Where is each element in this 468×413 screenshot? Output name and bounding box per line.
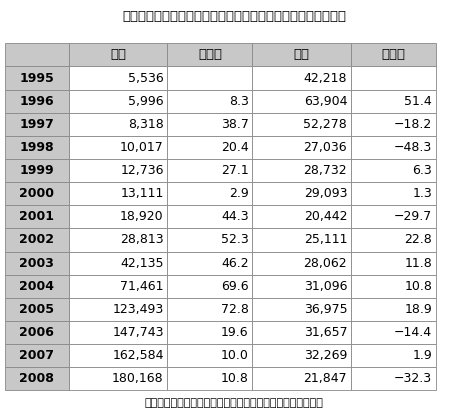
Text: 10.0: 10.0 (221, 349, 249, 362)
Text: 13,111: 13,111 (120, 187, 164, 200)
Text: 31,096: 31,096 (304, 280, 347, 293)
Text: 18.9: 18.9 (404, 303, 432, 316)
Text: 51.4: 51.4 (404, 95, 432, 108)
Text: 1995: 1995 (19, 71, 54, 85)
Text: 1998: 1998 (20, 141, 54, 154)
Text: 2006: 2006 (19, 326, 54, 339)
Text: 2003: 2003 (19, 256, 54, 270)
Text: 22.8: 22.8 (404, 233, 432, 247)
Text: 2004: 2004 (19, 280, 54, 293)
Text: 44.3: 44.3 (221, 210, 249, 223)
Text: 5,996: 5,996 (128, 95, 164, 108)
Text: 42,218: 42,218 (304, 71, 347, 85)
Text: 63,904: 63,904 (304, 95, 347, 108)
Text: 69.6: 69.6 (221, 280, 249, 293)
Text: 増加率: 増加率 (381, 48, 405, 62)
Text: 25,111: 25,111 (304, 233, 347, 247)
Text: 20,442: 20,442 (304, 210, 347, 223)
Text: 147,743: 147,743 (112, 326, 164, 339)
Text: 8,318: 8,318 (128, 118, 164, 131)
Text: 出典）韓国文化観光部『放送番組輸出入統計』などより作成: 出典）韓国文化観光部『放送番組輸出入統計』などより作成 (145, 398, 323, 408)
Text: 1996: 1996 (20, 95, 54, 108)
Text: 29,093: 29,093 (304, 187, 347, 200)
Text: 19.6: 19.6 (221, 326, 249, 339)
Text: 1.3: 1.3 (412, 187, 432, 200)
Text: −48.3: −48.3 (394, 141, 432, 154)
Text: −29.7: −29.7 (394, 210, 432, 223)
Text: 46.2: 46.2 (221, 256, 249, 270)
Text: −18.2: −18.2 (394, 118, 432, 131)
Text: 1.9: 1.9 (412, 349, 432, 362)
Text: 【表１】韓国における放送番組の輸出入の推移（米・千ドル）: 【表１】韓国における放送番組の輸出入の推移（米・千ドル） (122, 10, 346, 23)
Text: 増加率: 増加率 (198, 48, 222, 62)
Text: 2005: 2005 (19, 303, 54, 316)
Text: 32,269: 32,269 (304, 349, 347, 362)
Text: 2008: 2008 (19, 372, 54, 385)
Text: 52,278: 52,278 (303, 118, 347, 131)
Text: 1999: 1999 (20, 164, 54, 177)
Text: 8.3: 8.3 (229, 95, 249, 108)
Text: 2007: 2007 (19, 349, 54, 362)
Text: 10.8: 10.8 (221, 372, 249, 385)
Text: 28,732: 28,732 (304, 164, 347, 177)
Text: 10,017: 10,017 (120, 141, 164, 154)
Text: 5,536: 5,536 (128, 71, 164, 85)
Text: 2002: 2002 (19, 233, 54, 247)
Text: 28,062: 28,062 (304, 256, 347, 270)
Text: 12,736: 12,736 (120, 164, 164, 177)
Text: 輸入: 輸入 (293, 48, 310, 62)
Text: 36,975: 36,975 (304, 303, 347, 316)
Text: −14.4: −14.4 (394, 326, 432, 339)
Text: 42,135: 42,135 (120, 256, 164, 270)
Text: 18,920: 18,920 (120, 210, 164, 223)
Text: 27,036: 27,036 (304, 141, 347, 154)
Text: 輸出: 輸出 (110, 48, 126, 62)
Text: 27.1: 27.1 (221, 164, 249, 177)
Text: 2001: 2001 (19, 210, 54, 223)
Text: 2.9: 2.9 (229, 187, 249, 200)
Text: 180,168: 180,168 (112, 372, 164, 385)
Text: −32.3: −32.3 (394, 372, 432, 385)
Text: 28,813: 28,813 (120, 233, 164, 247)
Text: 6.3: 6.3 (412, 164, 432, 177)
Text: 11.8: 11.8 (404, 256, 432, 270)
Text: 38.7: 38.7 (221, 118, 249, 131)
Text: 71,461: 71,461 (120, 280, 164, 293)
Text: 2000: 2000 (19, 187, 54, 200)
Text: 1997: 1997 (19, 118, 54, 131)
Text: 123,493: 123,493 (112, 303, 164, 316)
Text: 162,584: 162,584 (112, 349, 164, 362)
Text: 31,657: 31,657 (304, 326, 347, 339)
Text: 21,847: 21,847 (304, 372, 347, 385)
Text: 52.3: 52.3 (221, 233, 249, 247)
Text: 20.4: 20.4 (221, 141, 249, 154)
Text: 72.8: 72.8 (221, 303, 249, 316)
Text: 10.8: 10.8 (404, 280, 432, 293)
